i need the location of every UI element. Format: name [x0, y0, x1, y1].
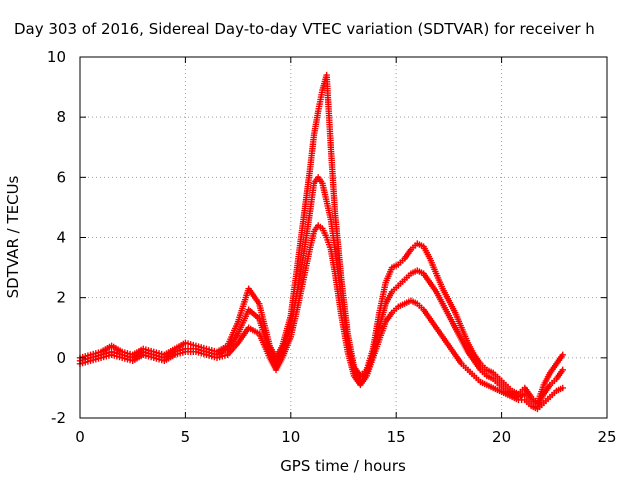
y-tick-label: -2: [51, 409, 66, 427]
y-tick-label: 8: [56, 108, 66, 126]
x-tick-label: 10: [281, 428, 300, 446]
data-points: [76, 71, 566, 413]
chart-title: Day 303 of 2016, Sidereal Day-to-day VTE…: [14, 20, 595, 38]
x-axis-label: GPS time / hours: [280, 457, 406, 475]
x-tick-label: 25: [597, 428, 616, 446]
data-point: [559, 366, 566, 374]
x-tick-label: 15: [387, 428, 406, 446]
axis-ticks: 0 5 10 15 20 25 -2 0 2 4 6 8 10: [47, 48, 617, 446]
plot-frame: [79, 56, 608, 419]
y-tick-label: 10: [47, 48, 66, 66]
grid-lines: [80, 57, 607, 418]
data-point: [559, 384, 566, 392]
y-tick-label: 2: [56, 289, 66, 307]
x-tick-label: 20: [492, 428, 511, 446]
y-tick-label: 0: [56, 349, 66, 367]
y-tick-label: 4: [56, 229, 66, 247]
data-point: [559, 351, 566, 359]
y-axis-label: SDTVAR / TECUs: [4, 175, 22, 298]
x-tick-label: 0: [75, 428, 85, 446]
series-3-points: [76, 222, 566, 413]
x-tick-label: 5: [181, 428, 191, 446]
y-tick-label: 6: [56, 168, 66, 186]
